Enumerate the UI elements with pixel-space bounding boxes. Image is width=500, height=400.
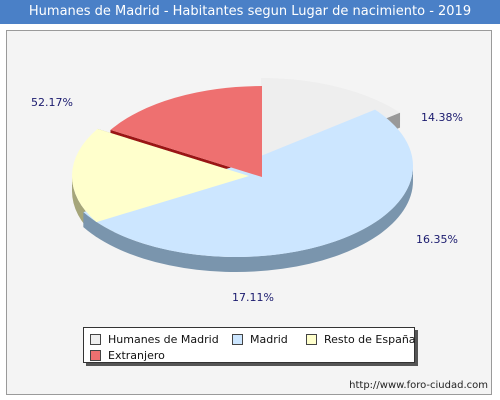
pie-value-label-resto-de-espana: 17.11% xyxy=(232,291,274,304)
pie-slice-madrid xyxy=(83,109,413,258)
legend-swatch xyxy=(306,333,317,345)
pie-value-label-humanes-de-madrid: 14.38% xyxy=(421,111,463,124)
pie-labels: 14.38% 52.17% 17.11% 16.35% xyxy=(31,96,463,304)
legend-label: Humanes de Madrid xyxy=(108,332,219,346)
legend-label: Madrid xyxy=(250,332,288,346)
chart-title: Humanes de Madrid - Habitantes segun Lug… xyxy=(0,0,500,24)
pie-slice-extranjero xyxy=(110,86,262,177)
legend-item-resto-de-espana: Resto de España xyxy=(306,332,416,346)
legend: Humanes de Madrid Madrid Resto de España… xyxy=(83,327,416,363)
legend-label: Resto de España xyxy=(324,332,416,346)
legend-item-extranjero: Extranjero xyxy=(90,348,165,362)
legend-swatch xyxy=(232,333,243,345)
pie-value-label-extranjero: 16.35% xyxy=(416,233,458,246)
legend-label: Extranjero xyxy=(108,348,165,362)
pie-slice-wall-madrid xyxy=(83,166,413,273)
legend-swatch xyxy=(90,333,101,345)
legend-item-humanes-de-madrid: Humanes de Madrid xyxy=(90,332,219,346)
source-url[interactable]: http://www.foro-ciudad.com xyxy=(349,380,488,391)
pie-tops xyxy=(72,78,413,258)
legend-swatch xyxy=(90,349,101,361)
legend-item-madrid: Madrid xyxy=(232,332,288,346)
pie-slice-resto-de-espana xyxy=(72,128,249,223)
pie-value-label-madrid: 52.17% xyxy=(31,96,73,109)
